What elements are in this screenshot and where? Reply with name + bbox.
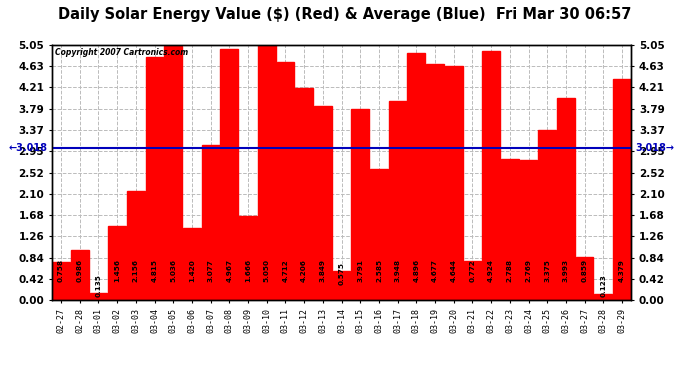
Bar	[426, 64, 444, 300]
Bar	[108, 226, 126, 300]
Text: 0.575: 0.575	[339, 262, 344, 285]
Text: 3.077: 3.077	[208, 260, 214, 282]
Bar	[520, 160, 538, 300]
Text: 5.036: 5.036	[170, 260, 176, 282]
Text: 2.156: 2.156	[133, 260, 139, 282]
Bar	[52, 262, 70, 300]
Bar	[613, 79, 631, 300]
Bar	[575, 256, 593, 300]
Text: 3.948: 3.948	[395, 260, 401, 282]
Text: 4.924: 4.924	[488, 260, 494, 282]
Bar	[258, 45, 275, 300]
Bar	[277, 62, 295, 300]
Text: 0.986: 0.986	[77, 259, 83, 282]
Bar	[482, 51, 500, 300]
Text: 4.896: 4.896	[413, 259, 420, 282]
Bar	[464, 261, 482, 300]
Bar	[538, 130, 556, 300]
Text: 4.644: 4.644	[451, 260, 457, 282]
Text: Copyright 2007 Cartronics.com: Copyright 2007 Cartronics.com	[55, 48, 188, 57]
Bar	[295, 88, 313, 300]
Text: 1.420: 1.420	[189, 260, 195, 282]
Bar	[127, 191, 145, 300]
Bar	[314, 106, 332, 300]
Text: 0.772: 0.772	[469, 260, 475, 282]
Text: 4.379: 4.379	[619, 260, 625, 282]
Bar	[239, 216, 257, 300]
Text: 5.050: 5.050	[264, 260, 270, 282]
Bar	[221, 49, 238, 300]
Text: 1.456: 1.456	[114, 260, 120, 282]
Bar	[501, 159, 519, 300]
Bar	[370, 170, 388, 300]
Text: 4.967: 4.967	[226, 260, 233, 282]
Bar	[183, 228, 201, 300]
Text: 0.123: 0.123	[600, 274, 607, 297]
Bar	[594, 294, 612, 300]
Bar	[164, 46, 182, 300]
Bar	[351, 109, 369, 300]
Text: 4.677: 4.677	[432, 260, 438, 282]
Text: 4.815: 4.815	[152, 260, 157, 282]
Bar	[445, 66, 462, 300]
Text: 3.375: 3.375	[544, 260, 550, 282]
Text: 4.206: 4.206	[301, 260, 307, 282]
Bar	[557, 98, 575, 300]
Bar	[333, 271, 351, 300]
Text: 3.791: 3.791	[357, 260, 363, 282]
Text: 0.135: 0.135	[95, 274, 101, 297]
Text: 0.859: 0.859	[582, 259, 588, 282]
Text: 0.758: 0.758	[58, 260, 64, 282]
Text: 4.712: 4.712	[282, 260, 288, 282]
Text: 2.585: 2.585	[376, 259, 382, 282]
Text: 3.849: 3.849	[320, 260, 326, 282]
Bar	[71, 250, 89, 300]
Text: 1.666: 1.666	[245, 259, 251, 282]
Bar	[146, 57, 164, 300]
Text: 3.993: 3.993	[563, 260, 569, 282]
Bar	[388, 100, 406, 300]
Text: ←3.018: ←3.018	[8, 142, 48, 153]
Text: 2.769: 2.769	[526, 260, 531, 282]
Bar	[201, 145, 219, 300]
Text: 2.788: 2.788	[507, 260, 513, 282]
Text: 3.018→: 3.018→	[635, 142, 675, 153]
Bar	[408, 53, 425, 300]
Bar	[90, 293, 108, 300]
Text: Daily Solar Energy Value ($) (Red) & Average (Blue)  Fri Mar 30 06:57: Daily Solar Energy Value ($) (Red) & Ave…	[59, 8, 631, 22]
